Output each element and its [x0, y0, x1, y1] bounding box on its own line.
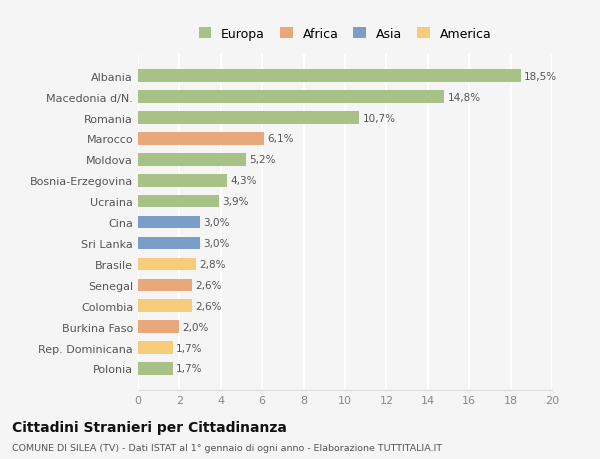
Text: 2,8%: 2,8%: [199, 259, 226, 269]
Text: 14,8%: 14,8%: [448, 92, 481, 102]
Text: 1,7%: 1,7%: [176, 343, 203, 353]
Bar: [138, 216, 200, 229]
Bar: [138, 321, 179, 333]
Text: 3,0%: 3,0%: [203, 218, 230, 228]
Text: 18,5%: 18,5%: [524, 72, 557, 82]
Bar: [138, 70, 521, 83]
Bar: [138, 133, 264, 146]
Bar: [138, 196, 219, 208]
Text: Cittadini Stranieri per Cittadinanza: Cittadini Stranieri per Cittadinanza: [12, 420, 287, 435]
Legend: Europa, Africa, Asia, America: Europa, Africa, Asia, America: [199, 28, 491, 41]
Text: 2,0%: 2,0%: [182, 322, 209, 332]
Bar: [138, 154, 245, 166]
Bar: [138, 174, 227, 187]
Bar: [138, 91, 445, 104]
Text: 2,6%: 2,6%: [195, 280, 221, 290]
Bar: [138, 279, 192, 291]
Text: 4,3%: 4,3%: [230, 176, 257, 186]
Bar: [138, 363, 173, 375]
Text: 2,6%: 2,6%: [195, 301, 221, 311]
Bar: [138, 237, 200, 250]
Text: 3,0%: 3,0%: [203, 239, 230, 248]
Text: 3,9%: 3,9%: [222, 197, 248, 207]
Text: 10,7%: 10,7%: [362, 113, 395, 123]
Text: 5,2%: 5,2%: [249, 155, 275, 165]
Bar: [138, 258, 196, 271]
Bar: [138, 341, 173, 354]
Text: 1,7%: 1,7%: [176, 364, 203, 374]
Bar: [138, 300, 192, 312]
Bar: [138, 112, 359, 124]
Text: 6,1%: 6,1%: [268, 134, 294, 144]
Text: COMUNE DI SILEA (TV) - Dati ISTAT al 1° gennaio di ogni anno - Elaborazione TUTT: COMUNE DI SILEA (TV) - Dati ISTAT al 1° …: [12, 443, 442, 452]
